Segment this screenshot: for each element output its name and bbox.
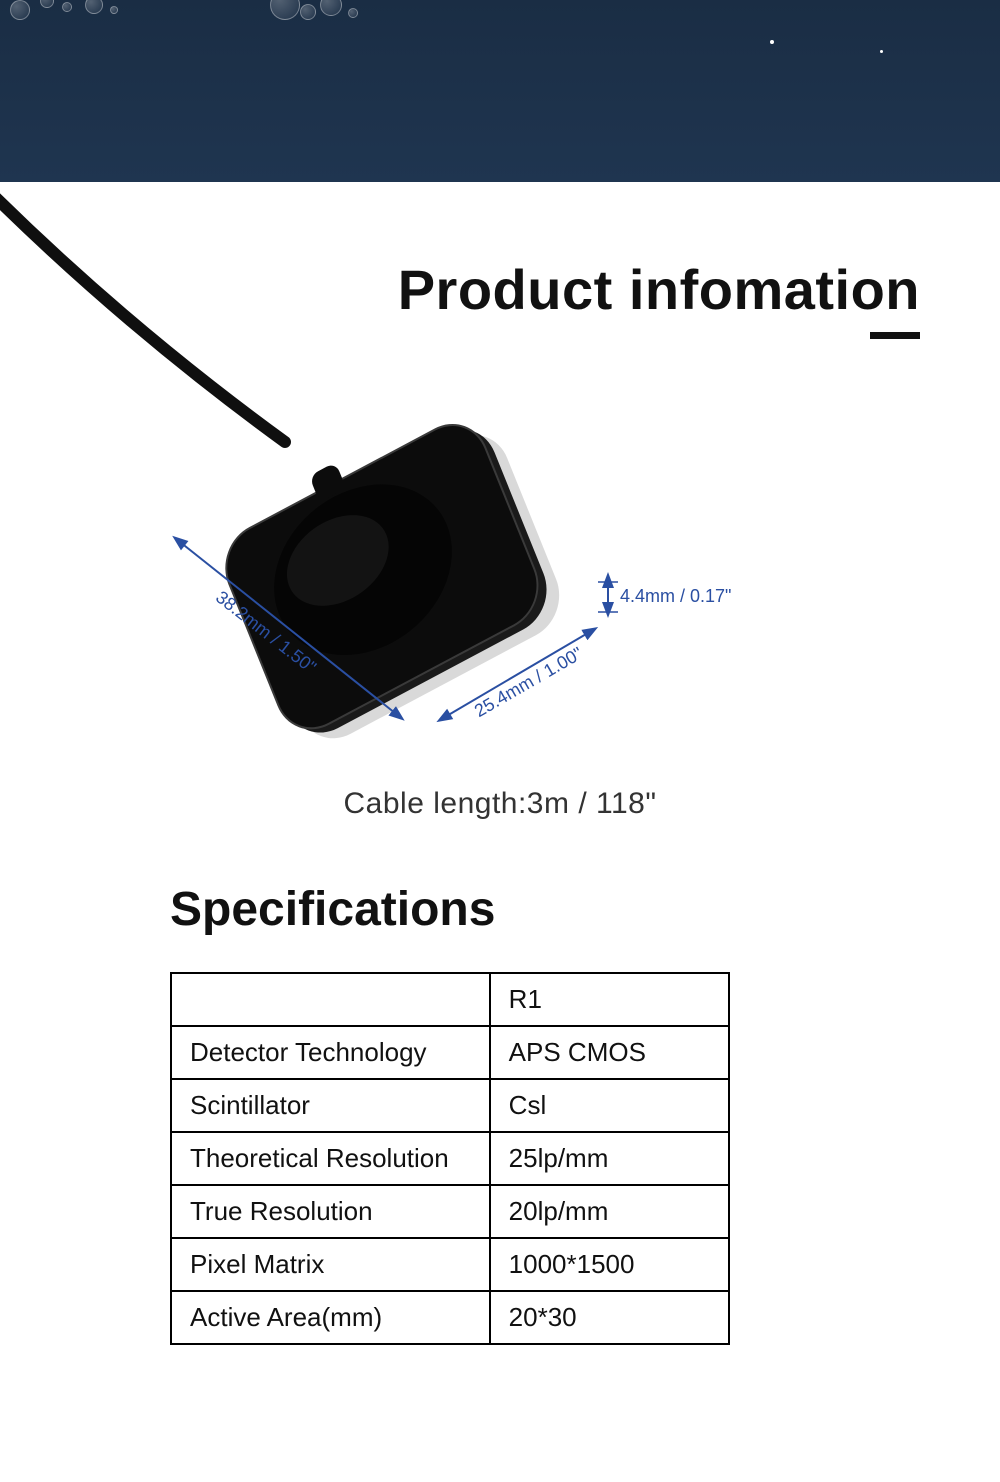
specs-table: R1 Detector Technology APS CMOS Scintill…: [170, 972, 730, 1345]
table-cell: 25lp/mm: [490, 1132, 729, 1185]
table-row: Theoretical Resolution 25lp/mm: [171, 1132, 729, 1185]
table-cell: APS CMOS: [490, 1026, 729, 1079]
dim-label-thickness: 4.4mm / 0.17": [620, 586, 731, 607]
table-row: Scintillator Csl: [171, 1079, 729, 1132]
product-svg: [0, 182, 740, 802]
bubble-icon: [110, 6, 118, 14]
bubble-icon: [270, 0, 300, 20]
table-cell: True Resolution: [171, 1185, 490, 1238]
table-cell: Scintillator: [171, 1079, 490, 1132]
bubble-icon: [320, 0, 342, 16]
table-cell: Csl: [490, 1079, 729, 1132]
bubble-icon: [85, 0, 103, 14]
table-cell: 20*30: [490, 1291, 729, 1344]
table-row: Pixel Matrix 1000*1500: [171, 1238, 729, 1291]
bubble-icon: [62, 2, 72, 12]
table-cell: 20lp/mm: [490, 1185, 729, 1238]
bubble-icon: [880, 50, 883, 53]
table-cell: R1: [490, 973, 729, 1026]
table-cell: Pixel Matrix: [171, 1238, 490, 1291]
table-row: Detector Technology APS CMOS: [171, 1026, 729, 1079]
table-cell: Theoretical Resolution: [171, 1132, 490, 1185]
bubble-icon: [348, 8, 358, 18]
product-diagram: 38.2mm / 1.50" 25.4mm / 1.00" 4.4mm / 0.…: [0, 182, 740, 802]
sensor-body: [186, 388, 590, 759]
specs-heading: Specifications: [170, 882, 495, 937]
bubble-icon: [10, 0, 30, 20]
table-row: R1: [171, 973, 729, 1026]
table-cell: [171, 973, 490, 1026]
table-row: Active Area(mm) 20*30: [171, 1291, 729, 1344]
cable-icon: [0, 182, 285, 442]
cable-length-text: Cable length:3m / 118": [0, 787, 1000, 821]
table-cell: 1000*1500: [490, 1238, 729, 1291]
bubble-icon: [300, 4, 316, 20]
table-cell: Detector Technology: [171, 1026, 490, 1079]
table-row: True Resolution 20lp/mm: [171, 1185, 729, 1238]
bubble-icon: [770, 40, 774, 44]
table-cell: Active Area(mm): [171, 1291, 490, 1344]
title-underline: [870, 332, 920, 339]
bubble-icon: [40, 0, 54, 8]
hero-band: [0, 0, 1000, 182]
